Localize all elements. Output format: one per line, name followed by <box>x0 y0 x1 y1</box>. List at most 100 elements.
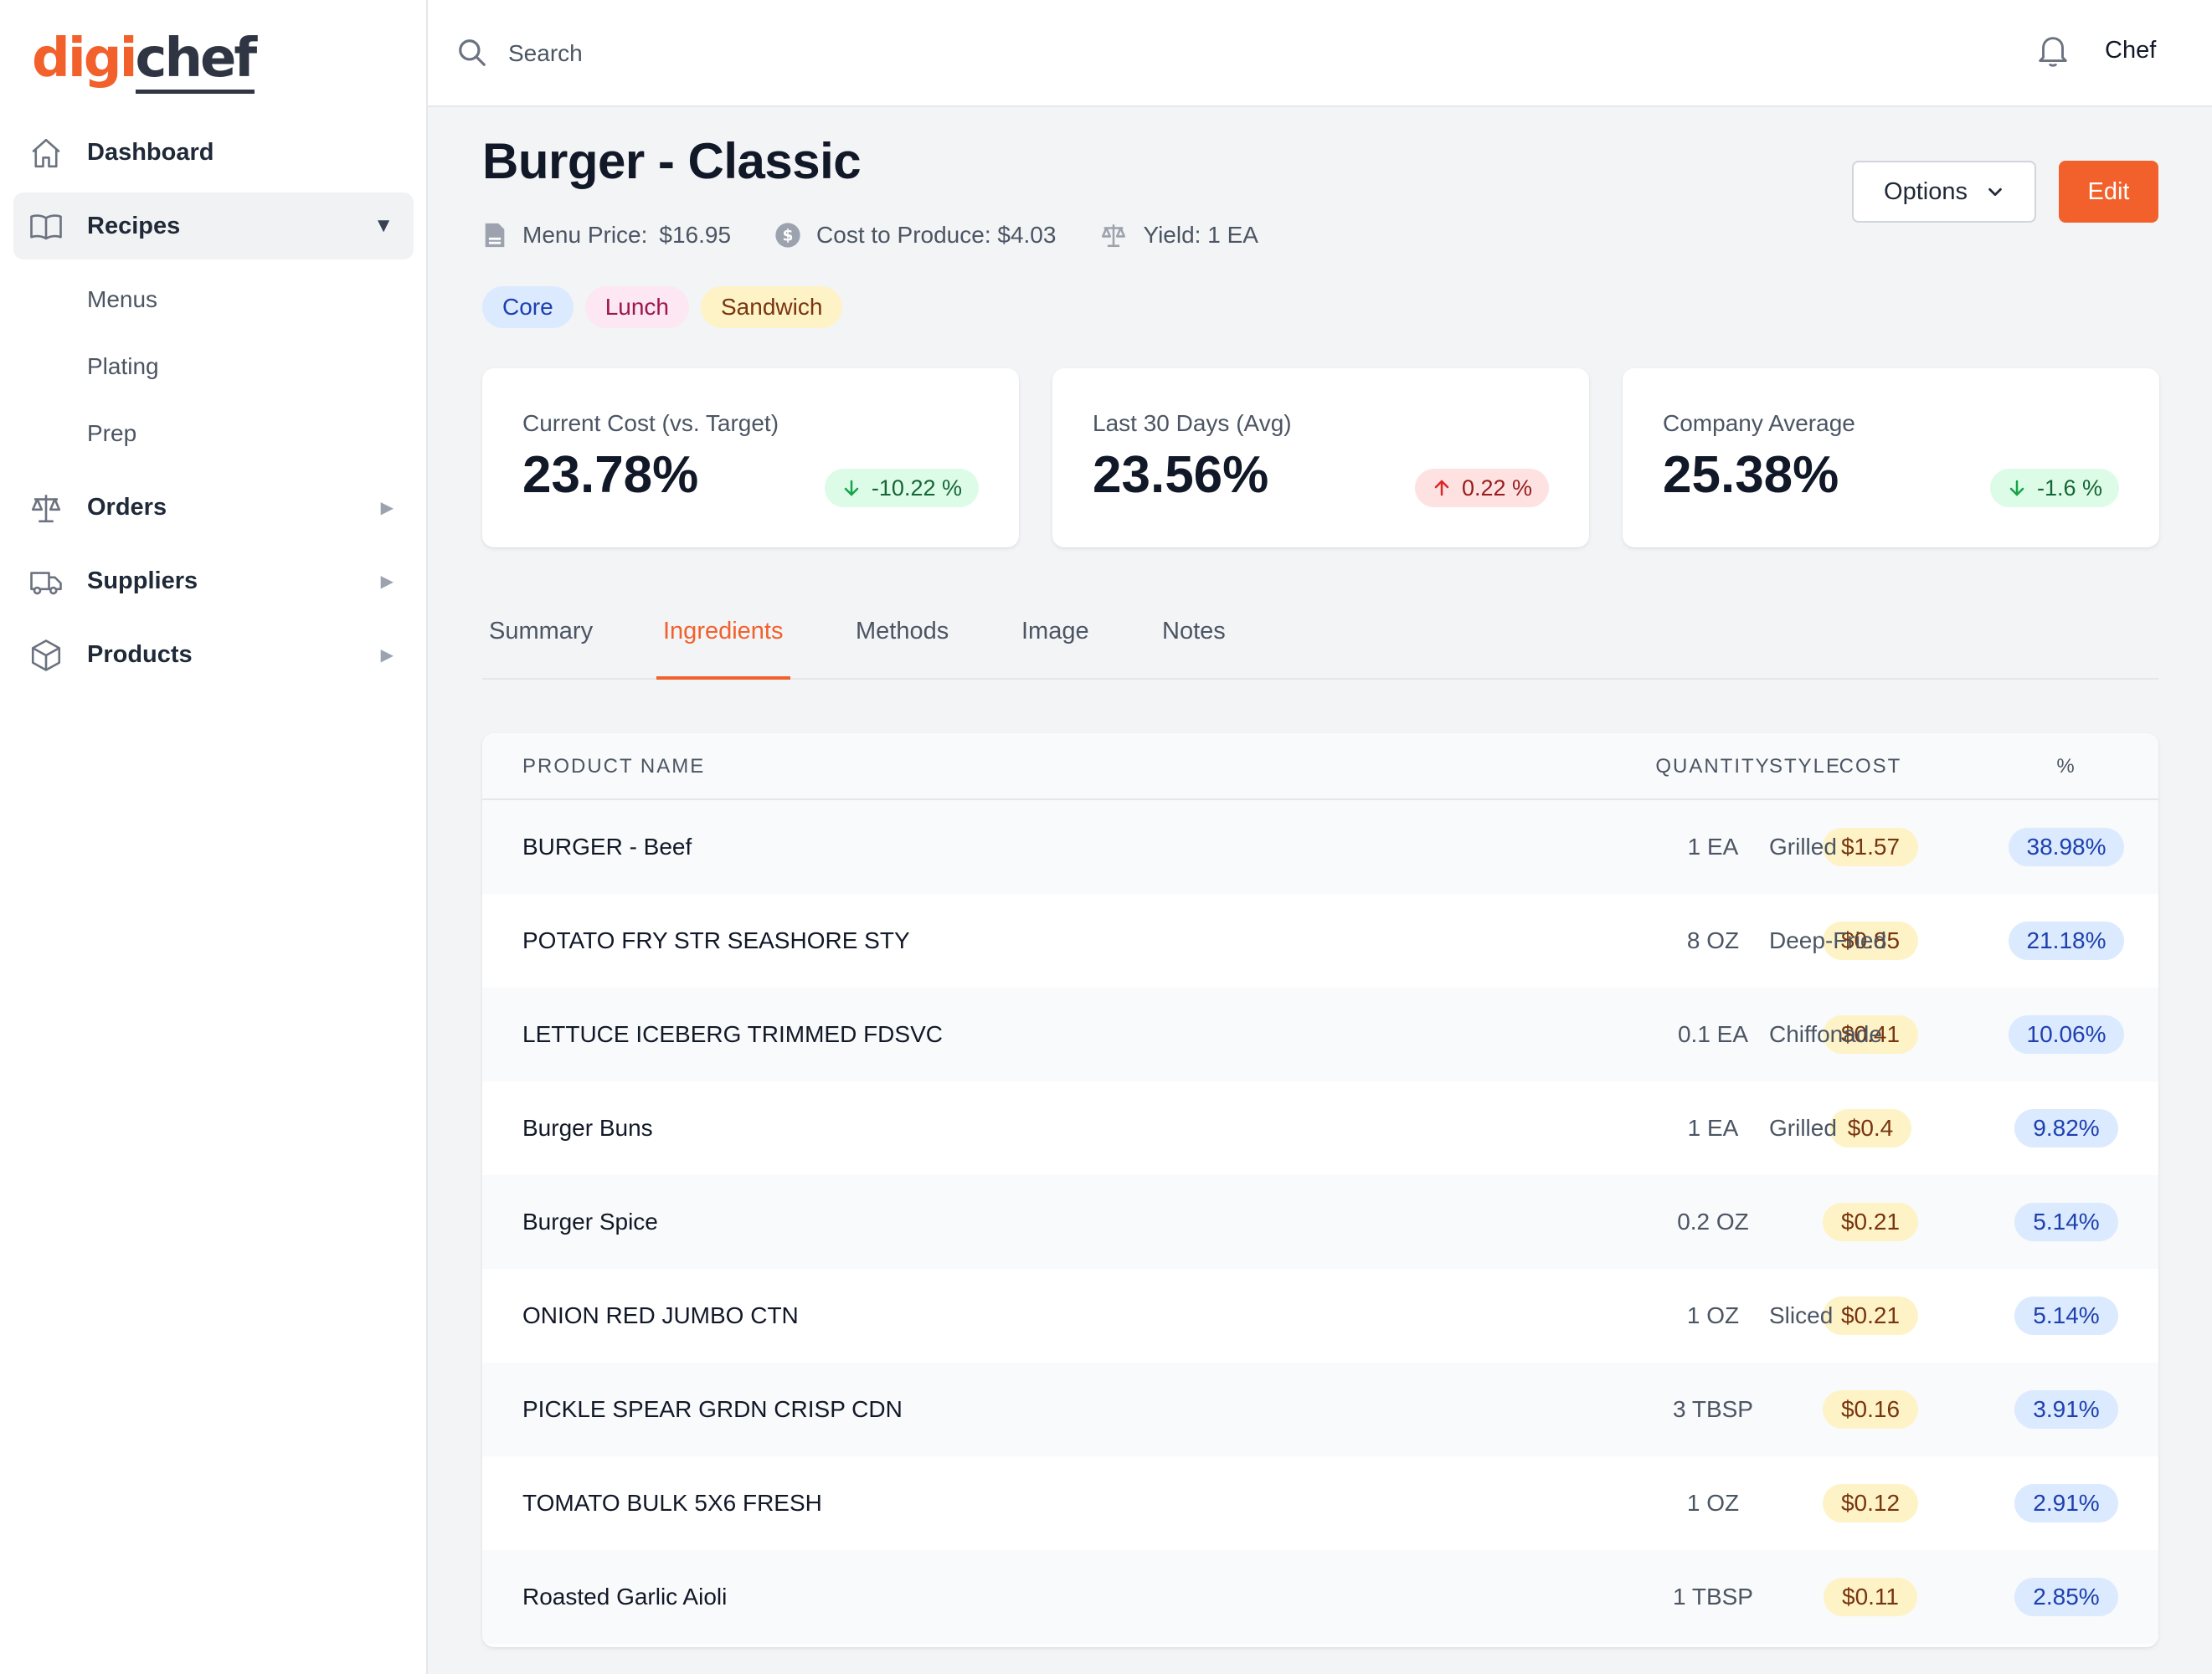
cell-cost: $0.4 <box>1787 1081 1954 1175</box>
cell-quantity: 1 EA <box>1687 1115 1739 1141</box>
sidebar-subitem-menus[interactable]: Menus <box>87 286 158 312</box>
sidebar-item-recipes[interactable]: Recipes ▼ <box>13 193 414 259</box>
cell-style: Deep-Fried <box>1769 927 1887 953</box>
options-button[interactable]: Options <box>1852 161 2036 223</box>
table-row[interactable]: LETTUCE ICEBERG TRIMMED FDSVC 0.1 EA $0.… <box>482 988 2158 1081</box>
recipe-tabs: Summary Ingredients Methods Image Notes <box>482 601 2158 680</box>
arrow-up-icon <box>1434 480 1449 496</box>
cost-pill: $0.11 <box>1824 1578 1917 1616</box>
sidebar-item-suppliers[interactable]: Suppliers ▶ <box>13 547 414 614</box>
table-row[interactable]: Burger Buns 1 EA $0.4 9.82% Grilled <box>482 1081 2158 1175</box>
stat-value: 23.78% <box>522 446 699 504</box>
table-row[interactable]: POTATO FRY STR SEASHORE STY 8 OZ $0.85 2… <box>482 894 2158 988</box>
stat-label: Company Average <box>1663 410 1855 436</box>
stat-delta-badge: -10.22 % <box>824 469 979 507</box>
truck-icon <box>30 572 62 595</box>
stat-label: Current Cost (vs. Target) <box>522 410 779 436</box>
table-row[interactable]: ONION RED JUMBO CTN 1 OZ $0.21 5.14% Sli… <box>482 1269 2158 1363</box>
recipes-subnav: Menus Plating Prep <box>13 266 414 467</box>
cell-quantity: 3 TBSP <box>1673 1396 1753 1422</box>
page-title: Burger - Classic <box>482 133 862 189</box>
logo-text-digi: digi <box>32 28 137 90</box>
cell-quantity: 1 TBSP <box>1673 1584 1753 1610</box>
chevron-down-icon <box>1988 187 2002 197</box>
sidebar-item-products[interactable]: Products ▶ <box>13 621 414 688</box>
cost-pill: $0.21 <box>1822 1297 1919 1335</box>
column-header-product-name[interactable]: PRODUCT NAME <box>522 755 706 778</box>
percent-pill: 21.18% <box>2008 922 2125 960</box>
bell-icon[interactable] <box>2034 32 2072 70</box>
caret-right-icon[interactable]: ▶ <box>380 498 394 517</box>
scale-icon <box>31 495 61 523</box>
recipe-tags: Core Lunch Sandwich <box>482 286 854 328</box>
column-header-percent[interactable]: % <box>2056 755 2076 778</box>
table-row[interactable]: Burger Spice 0.2 OZ $0.21 5.14% <box>482 1175 2158 1269</box>
cell-style: Grilled <box>1769 834 1837 860</box>
search-icon <box>459 39 486 66</box>
menu-price-value: $16.95 <box>659 222 732 248</box>
cell-style: Sliced <box>1769 1302 1834 1328</box>
tag-core[interactable]: Core <box>482 286 574 328</box>
cost-pill: $0.16 <box>1822 1390 1919 1429</box>
cost-to-produce-label: Cost to Produce: $4.03 <box>816 222 1057 248</box>
stat-value: 25.38% <box>1663 446 1839 504</box>
caret-down-icon[interactable]: ▼ <box>373 214 394 237</box>
tab-ingredients[interactable]: Ingredients <box>656 601 790 680</box>
stat-delta-badge: 0.22 % <box>1414 469 1549 507</box>
sidebar-item-label: Products <box>87 640 193 668</box>
percent-pill: 2.91% <box>2014 1484 2118 1523</box>
cell-quantity: 0.2 OZ <box>1677 1209 1749 1235</box>
tag-sandwich[interactable]: Sandwich <box>701 286 843 328</box>
digichef-logo[interactable]: digichef <box>32 25 257 94</box>
cell-percent: 10.06% <box>1983 988 2150 1081</box>
table-header: PRODUCT NAME QUANTITY COST % STYLE <box>482 733 2158 800</box>
column-header-style[interactable]: STYLE <box>1769 755 1842 778</box>
tag-lunch[interactable]: Lunch <box>584 286 689 328</box>
cell-product-name: LETTUCE ICEBERG TRIMMED FDSVC <box>522 1021 943 1047</box>
stat-delta: 0.22 % <box>1461 475 1532 501</box>
document-icon <box>485 223 505 248</box>
user-menu[interactable]: Chef <box>2105 37 2157 64</box>
caret-right-icon[interactable]: ▶ <box>380 572 394 591</box>
sidebar-item-orders[interactable]: Orders ▶ <box>13 474 414 541</box>
sidebar-nav: Dashboard Recipes ▼ Menus Plating Prep O… <box>13 119 414 695</box>
sidebar-subitem-prep[interactable]: Prep <box>87 420 137 446</box>
sidebar-subitem-plating[interactable]: Plating <box>87 353 159 379</box>
sidebar-item-label: Orders <box>87 493 167 521</box>
cost-to-produce: $ Cost to Produce: $4.03 <box>774 222 1056 249</box>
home-icon <box>32 138 60 168</box>
table-row[interactable]: Roasted Garlic Aioli 1 TBSP $0.11 2.85% <box>482 1550 2158 1644</box>
column-header-cost[interactable]: COST <box>1839 755 1902 778</box>
logo-text-chef: chef <box>135 28 257 94</box>
tab-notes[interactable]: Notes <box>1162 618 1226 644</box>
cell-product-name: TOMATO BULK 5X6 FRESH <box>522 1490 822 1516</box>
table-row[interactable]: TOMATO BULK 5X6 FRESH 1 OZ $0.12 2.91% <box>482 1456 2158 1550</box>
cell-cost: $0.16 <box>1787 1363 1954 1456</box>
cell-cost: $1.57 <box>1787 800 1954 894</box>
cell-product-name: PICKLE SPEAR GRDN CRISP CDN <box>522 1396 903 1422</box>
cell-percent: 3.91% <box>1983 1363 2150 1456</box>
cost-pill: $0.12 <box>1822 1484 1919 1523</box>
box-icon <box>31 639 61 671</box>
tab-summary[interactable]: Summary <box>489 618 594 644</box>
tab-image[interactable]: Image <box>1021 618 1089 644</box>
table-row[interactable]: PICKLE SPEAR GRDN CRISP CDN 3 TBSP $0.16… <box>482 1363 2158 1456</box>
dollar-circle-icon: $ <box>775 223 800 248</box>
column-header-quantity[interactable]: QUANTITY <box>1655 755 1771 778</box>
edit-button[interactable]: Edit <box>2059 161 2158 223</box>
percent-pill: 5.14% <box>2014 1297 2118 1335</box>
stat-value: 23.56% <box>1093 446 1269 504</box>
stat-label: Last 30 Days (Avg) <box>1093 410 1292 436</box>
percent-pill: 9.82% <box>2014 1109 2118 1148</box>
search-input[interactable] <box>508 30 1262 77</box>
sidebar-item-dashboard[interactable]: Dashboard <box>13 119 414 186</box>
cost-pill: $1.57 <box>1822 828 1919 866</box>
menu-price: Menu Price: $16.95 <box>482 221 731 249</box>
menu-price-label: Menu Price: <box>522 222 648 248</box>
tab-methods[interactable]: Methods <box>856 618 949 644</box>
table-row[interactable]: BURGER - Beef 1 EA $1.57 38.98% Grilled <box>482 800 2158 894</box>
scale-icon <box>1102 224 1126 248</box>
cost-pill: $0.4 <box>1829 1109 1912 1148</box>
stat-card-company-average: Company Average 25.38% -1.6 % <box>1623 368 2159 547</box>
caret-right-icon[interactable]: ▶ <box>380 645 394 665</box>
